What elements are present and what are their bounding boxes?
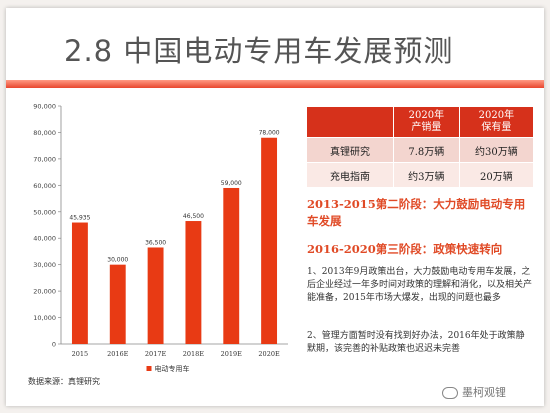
source-note: 数据来源：真锂研究 <box>28 377 100 386</box>
data-label: 30,000 <box>107 257 128 264</box>
x-tick-label: 2015 <box>72 350 89 358</box>
data-label: 45,935 <box>69 215 90 222</box>
stage-3-heading: 2016-2020第三阶段：政策快速转向 <box>307 242 503 256</box>
title-bar <box>6 80 544 88</box>
x-tick-label: 2017E <box>145 350 167 358</box>
x-tick-label: 2016E <box>107 350 129 358</box>
table-cell: 7.8万辆 <box>393 137 460 163</box>
y-tick-label: 30,000 <box>33 261 56 269</box>
table-cell: 真锂研究 <box>306 137 394 163</box>
data-label: 46,500 <box>183 213 204 220</box>
watermark-text: 墨柯观锂 <box>462 386 506 399</box>
legend-swatch <box>146 366 152 371</box>
forecast-table: 2020年 产销量 2020年 保有量 真锂研究 7.8万辆 约30万辆 充电指南 约3万… <box>306 106 535 188</box>
data-label: 36,500 <box>145 239 166 246</box>
watermark: 墨柯观锂 <box>442 384 506 400</box>
bar-chart: 0 10,000 20,000 30,000 40,000 50,000 60,000 70,… <box>33 103 288 373</box>
y-tick-label: 70,000 <box>33 155 56 163</box>
y-tick-label: 60,000 <box>33 182 56 190</box>
table-cell: 约3万辆 <box>393 162 460 188</box>
table-cell: 约30万辆 <box>458 137 535 163</box>
data-label: 59,000 <box>221 180 242 187</box>
bar <box>71 222 88 344</box>
table-cell: 20万辆 <box>458 162 535 188</box>
bar <box>147 247 164 344</box>
bar <box>185 221 202 344</box>
table-header-2: 2020年 保有量 <box>458 106 535 138</box>
legend-label: 电动专用车 <box>155 364 190 373</box>
table-cell: 充电指南 <box>306 162 394 188</box>
paragraph-1: 1、2013年9月政策出台，大力鼓励电动专用车发展，之后企业经过一年多时间对政策… <box>307 267 533 303</box>
table-row: 真锂研究 7.8万辆 约30万辆 <box>306 137 535 163</box>
slide: 2.8 中国电动专用车发展预测 0 10,000 20,000 30,000 40,00… <box>6 8 544 406</box>
y-tick-label: 10,000 <box>33 314 56 322</box>
data-label: 78,000 <box>259 130 280 137</box>
table-header-0 <box>306 106 394 138</box>
y-tick-label: 40,000 <box>33 235 56 243</box>
bar <box>261 137 278 344</box>
bar <box>223 187 240 344</box>
x-tick-label: 2020E <box>258 350 280 358</box>
y-tick-label: 80,000 <box>33 129 56 137</box>
y-tick-label: 90,000 <box>33 103 56 111</box>
stage-2-heading: 2013-2015第二阶段：大力鼓励电动专用车发展 <box>307 197 526 228</box>
table-header-1: 2020年 产销量 <box>393 106 460 138</box>
wechat-icon <box>442 387 458 399</box>
y-tick-label: 20,000 <box>33 288 56 296</box>
x-tick-label: 2019E <box>221 350 243 358</box>
paragraph-2: 2、管理方面暂时没有找到好办法，2016年处于政策静默期，该完善的补贴政策也迟迟… <box>307 331 525 354</box>
table-row: 充电指南 约3万辆 20万辆 <box>306 162 535 188</box>
y-tick-label: 50,000 <box>33 208 56 216</box>
y-tick-label: 0 <box>52 341 56 349</box>
bar <box>109 264 126 344</box>
page-title: 2.8 中国电动专用车发展预测 <box>64 34 454 68</box>
x-tick-label: 2018E <box>183 350 205 358</box>
